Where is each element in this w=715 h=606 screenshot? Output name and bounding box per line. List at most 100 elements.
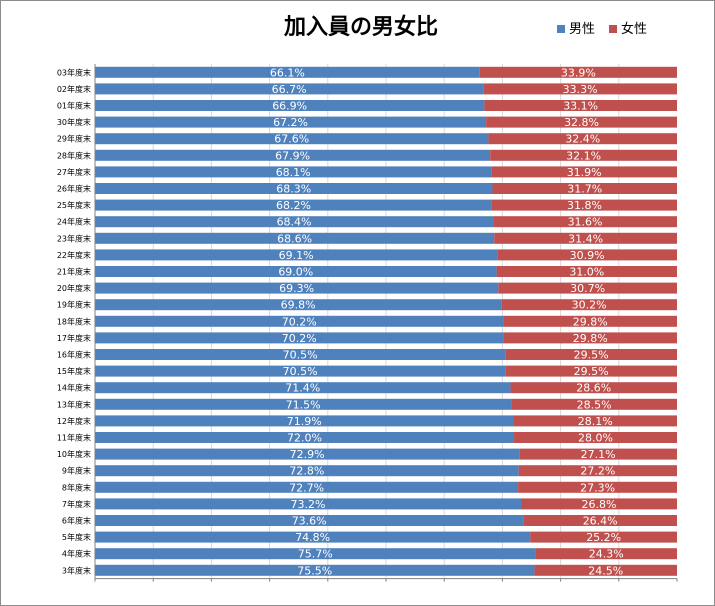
bar-male <box>95 564 535 576</box>
legend-item-female: 女性 <box>609 21 647 39</box>
category-label: 5年度末 <box>62 532 91 542</box>
data-label-male: 69.3% <box>279 282 314 295</box>
data-label-male: 69.1% <box>279 249 314 262</box>
category-label: 27年度末 <box>57 167 91 177</box>
bar-female <box>530 531 677 543</box>
legend-label-male: 男性 <box>569 22 596 37</box>
data-label-male: 68.2% <box>276 199 311 212</box>
bar-female <box>514 432 677 443</box>
data-label-male: 70.5% <box>283 349 318 362</box>
category-label: 6年度末 <box>62 516 91 526</box>
bar-female <box>523 515 677 526</box>
category-label: 13年度末 <box>57 399 91 409</box>
category-label: 14年度末 <box>57 383 91 393</box>
bar-female <box>503 332 677 344</box>
data-label-female: 32.8% <box>564 116 599 129</box>
bar-female <box>491 199 677 211</box>
bar-male <box>95 133 489 145</box>
data-label-male: 67.2% <box>273 116 308 129</box>
category-label: 7年度末 <box>62 499 91 509</box>
category-label: 12年度末 <box>57 416 91 426</box>
data-label-female: 33.9% <box>561 66 596 79</box>
category-label: 17年度末 <box>57 333 91 343</box>
bar-male <box>95 448 520 460</box>
data-label-male: 70.5% <box>283 365 318 378</box>
data-label-female: 28.1% <box>578 415 613 428</box>
bar-female <box>497 249 677 261</box>
category-label: 28年度末 <box>57 150 91 160</box>
bar-male <box>95 232 495 244</box>
category-label: 15年度末 <box>57 366 91 376</box>
category-label: 30年度末 <box>57 117 91 127</box>
data-label-female: 32.4% <box>565 133 600 146</box>
bar-male <box>95 100 485 111</box>
bar-male <box>95 365 506 377</box>
bar-male <box>95 415 514 427</box>
category-label: 23年度末 <box>57 233 91 243</box>
category-label: 16年度末 <box>57 350 91 360</box>
bar-female <box>518 465 677 477</box>
data-label-male: 72.9% <box>290 448 325 461</box>
category-label: 26年度末 <box>57 184 91 194</box>
data-label-female: 26.4% <box>583 515 618 528</box>
data-label-female: 30.7% <box>570 282 605 295</box>
category-label: 01年度末 <box>57 101 91 111</box>
bar-female <box>505 349 677 360</box>
data-label-female: 27.2% <box>580 465 615 478</box>
data-label-female: 29.8% <box>573 332 608 345</box>
legend-swatch-male <box>557 24 565 33</box>
data-label-male: 68.6% <box>277 232 312 245</box>
bar-female <box>503 315 677 327</box>
category-label: 11年度末 <box>57 433 91 443</box>
bar-male <box>95 66 480 78</box>
bar-male <box>95 166 492 178</box>
category-label: 02年度末 <box>57 84 91 94</box>
bar-female <box>535 548 677 560</box>
data-label-female: 29.8% <box>573 315 608 328</box>
bar-female <box>479 66 677 78</box>
data-label-male: 74.8% <box>295 531 330 544</box>
data-label-female: 33.1% <box>563 100 598 113</box>
bar-male <box>95 199 492 211</box>
bar-female <box>483 83 677 95</box>
category-label: 9年度末 <box>62 466 91 476</box>
data-label-male: 69.0% <box>278 266 313 279</box>
bar-male <box>95 398 512 410</box>
data-label-male: 66.1% <box>270 66 305 79</box>
data-label-female: 27.1% <box>581 448 616 461</box>
data-label-male: 67.6% <box>274 133 309 146</box>
bar-female <box>492 183 677 194</box>
category-label: 4年度末 <box>62 549 91 559</box>
data-label-female: 31.7% <box>567 183 602 196</box>
data-label-female: 27.3% <box>580 481 615 494</box>
category-label: 29年度末 <box>57 134 91 144</box>
bar-male <box>95 465 519 477</box>
data-label-female: 28.0% <box>578 432 613 445</box>
bar-female <box>521 498 677 510</box>
data-label-male: 71.4% <box>285 382 320 395</box>
data-label-female: 31.4% <box>568 232 603 245</box>
bar-female <box>534 564 677 576</box>
category-label: 10年度末 <box>57 449 91 459</box>
data-label-female: 28.5% <box>577 398 612 411</box>
bar-female <box>519 448 677 460</box>
category-label: 3年度末 <box>62 565 91 575</box>
category-label: 24年度末 <box>57 217 91 227</box>
data-label-male: 68.1% <box>276 166 311 179</box>
data-label-male: 66.7% <box>272 83 307 96</box>
bar-male <box>95 531 531 543</box>
data-label-male: 68.3% <box>276 183 311 196</box>
bar-male <box>95 481 519 493</box>
bar-male <box>95 282 499 294</box>
data-label-female: 24.3% <box>589 548 624 561</box>
data-label-male: 71.9% <box>287 415 322 428</box>
bar-male <box>95 349 506 360</box>
data-label-male: 68.4% <box>277 216 312 229</box>
bar-female <box>491 166 677 178</box>
category-label: 19年度末 <box>57 300 91 310</box>
bar-male <box>95 249 498 261</box>
data-label-male: 75.5% <box>297 564 332 577</box>
data-label-female: 25.2% <box>586 531 621 544</box>
bar-male <box>95 548 536 560</box>
bar-male <box>95 116 487 128</box>
